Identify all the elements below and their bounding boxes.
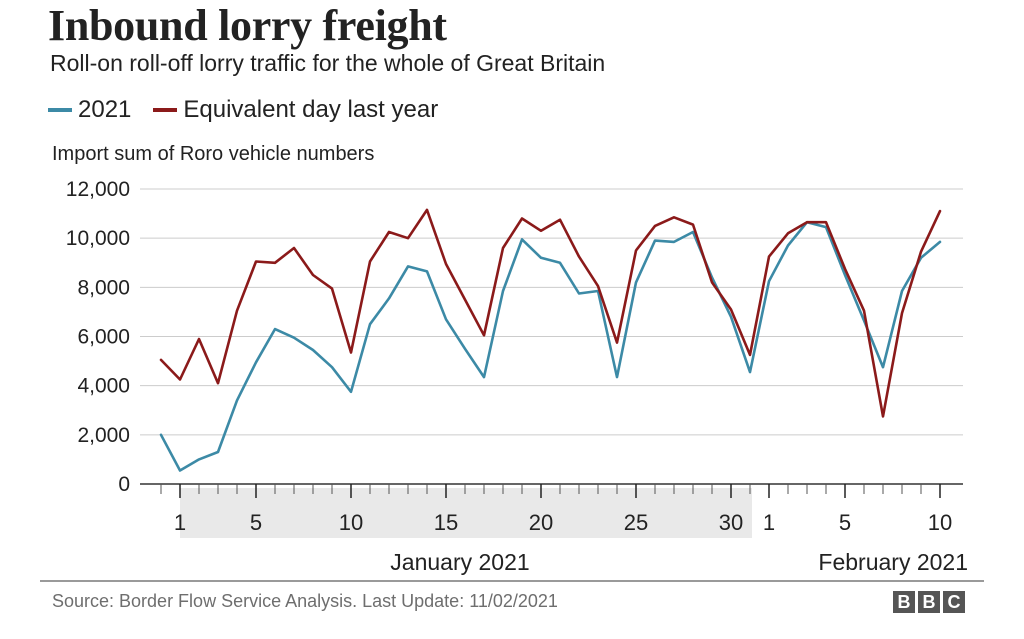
x-tick-label: 15 [434,510,458,535]
y-tick-label: 6,000 [77,326,130,349]
x-tick-label: 20 [529,510,553,535]
legend: 2021 Equivalent day last year [48,96,460,124]
bbc-logo: B B C [890,591,965,613]
logo-letter: B [918,591,940,613]
source-divider [40,580,984,582]
x-tick-label: 10 [928,510,952,535]
y-axis-label: Import sum of Roro vehicle numbers [52,143,375,165]
month-label-february: February 2021 [818,549,968,575]
x-tick-label: 1 [174,510,186,535]
legend-swatch-last-year [153,108,178,112]
x-tick-label: 5 [250,510,262,535]
source-note: Source: Border Flow Service Analysis. La… [52,591,558,611]
y-tick-label: 0 [118,473,130,496]
legend-item-last-year: Equivalent day last year [153,96,438,124]
x-tick-label: 1 [763,510,775,535]
chart-title: Inbound lorry freight [48,1,447,50]
legend-label-2021: 2021 [78,96,132,123]
y-tick-label: 8,000 [77,276,130,299]
x-tick-label: 5 [839,510,851,535]
legend-item-2021: 2021 [48,96,131,124]
legend-swatch-2021 [48,108,72,112]
legend-label-last-year: Equivalent day last year [183,96,439,123]
series-line-last-year [159,208,942,418]
x-tick-label: 10 [339,510,363,535]
chart-subtitle: Roll-on roll-off lorry traffic for the w… [50,50,606,76]
logo-letter: B [893,591,915,613]
month-label-january: January 2021 [390,549,529,575]
x-tick-label: 30 [719,510,743,535]
y-tick-label: 12,000 [66,178,130,201]
logo-letter: C [943,591,965,613]
y-tick-label: 2,000 [77,424,130,447]
y-tick-label: 10,000 [66,227,130,250]
y-tick-label: 4,000 [77,375,130,398]
january-band [180,488,752,538]
x-tick-label: 25 [624,510,648,535]
